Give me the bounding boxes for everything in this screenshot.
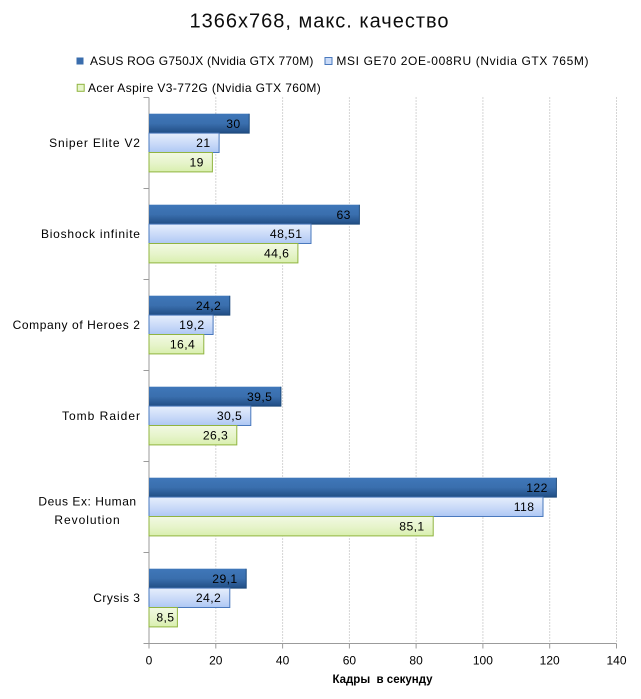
svg-text:120: 120: [540, 654, 560, 668]
svg-text:24,2: 24,2: [196, 591, 221, 605]
svg-text:48,51: 48,51: [270, 227, 303, 241]
svg-text:Acer Aspire V3-772G (Nvidia GT: Acer Aspire V3-772G (Nvidia GTX 760M): [88, 81, 321, 95]
svg-text:MSI GE70 2OE-008RU (Nvidia GTX: MSI GE70 2OE-008RU (Nvidia GTX 765M): [336, 54, 589, 68]
svg-text:19: 19: [189, 156, 203, 170]
svg-text:30: 30: [226, 117, 240, 131]
svg-text:Tomb Raider: Tomb Raider: [62, 409, 141, 423]
svg-text:60: 60: [343, 654, 357, 668]
svg-text:20: 20: [209, 654, 223, 668]
svg-text:ASUS ROG G750JX (Nvidia GTX 77: ASUS ROG G750JX (Nvidia GTX 770M): [90, 54, 314, 68]
svg-text:26,3: 26,3: [203, 429, 228, 443]
svg-text:24,2: 24,2: [196, 299, 221, 313]
svg-text:19,2: 19,2: [179, 318, 204, 332]
svg-text:Кадры в секунду: Кадры в секунду: [332, 674, 433, 686]
svg-text:85,1: 85,1: [399, 520, 424, 534]
svg-text:118: 118: [514, 500, 535, 514]
svg-text:40: 40: [276, 654, 290, 668]
svg-text:1366x768, макс. качество: 1366x768, макс. качество: [189, 11, 449, 33]
svg-text:Revolution: Revolution: [54, 513, 120, 527]
svg-text:Crysis 3: Crysis 3: [93, 591, 140, 605]
svg-text:140: 140: [606, 654, 626, 668]
svg-text:63: 63: [336, 208, 350, 222]
svg-text:44,6: 44,6: [264, 247, 289, 261]
svg-text:0: 0: [146, 654, 153, 668]
svg-text:100: 100: [473, 654, 493, 668]
svg-text:8,5: 8,5: [156, 611, 174, 625]
svg-text:29,1: 29,1: [212, 572, 237, 586]
svg-text:Bioshock infinite: Bioshock infinite: [41, 227, 141, 241]
svg-text:122: 122: [526, 481, 548, 495]
svg-text:Company of Heroes 2: Company of Heroes 2: [13, 318, 141, 332]
svg-text:Deus Ex: Human: Deus Ex: Human: [38, 495, 136, 509]
svg-text:16,4: 16,4: [170, 338, 195, 352]
svg-text:80: 80: [409, 654, 423, 668]
svg-text:Sniper Elite V2: Sniper Elite V2: [49, 136, 141, 150]
svg-text:39,5: 39,5: [247, 390, 272, 404]
svg-text:21: 21: [196, 136, 210, 150]
svg-text:30,5: 30,5: [217, 409, 242, 423]
